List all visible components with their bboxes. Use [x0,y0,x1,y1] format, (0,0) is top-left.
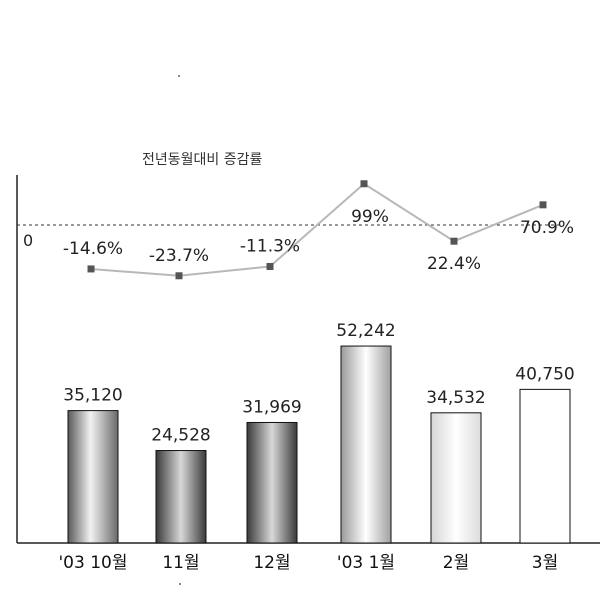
bar [246,421,298,544]
decor-dot [178,75,180,77]
bar-value-label: 35,120 [63,386,122,406]
line-series-title: 전년동월대비 증감률 [142,152,262,168]
line-value-label: -11.3% [240,236,300,256]
category-label: 3월 [532,553,558,573]
line-series-path [90,182,544,277]
bar-value-label: 31,969 [242,397,301,417]
category-label: 12월 [253,553,290,573]
bar-value-label: 52,242 [336,321,395,341]
line-labels-group: -14.6% -23.7% -11.3% 99% 22.4% 70.9% [63,207,574,274]
bar-values-group: 35,120 24,528 31,969 52,242 34,532 40,750 [63,321,574,445]
category-label: '03 10월 [59,553,128,573]
line-value-label: 99% [351,207,389,227]
bar-value-label: 24,528 [151,426,210,446]
bar [430,412,482,544]
bar-value-label: 34,532 [426,388,485,408]
line-marker [175,272,183,280]
line-marker [87,265,95,273]
line-value-label: -23.7% [149,246,209,266]
bar [340,345,392,544]
bars-group [67,345,571,544]
line-marker [450,237,458,245]
category-label: 11월 [162,553,199,573]
line-group [87,180,547,280]
line-value-label: -14.6% [63,239,123,259]
bar-value-label: 40,750 [515,364,574,384]
category-label: 2월 [443,553,469,573]
zero-label: 0 [23,231,33,250]
line-value-label: 70.9% [520,218,574,238]
line-value-label: 22.4% [427,254,481,274]
bar [155,450,207,544]
category-labels-group: '03 10월 11월 12월 '03 1월 2월 3월 [59,553,559,573]
line-marker [266,262,274,270]
line-marker [539,201,547,209]
bar [67,410,119,544]
decor-dot [179,583,181,585]
bar [519,388,571,544]
category-label: '03 1월 [337,553,395,573]
line-marker [360,180,368,188]
